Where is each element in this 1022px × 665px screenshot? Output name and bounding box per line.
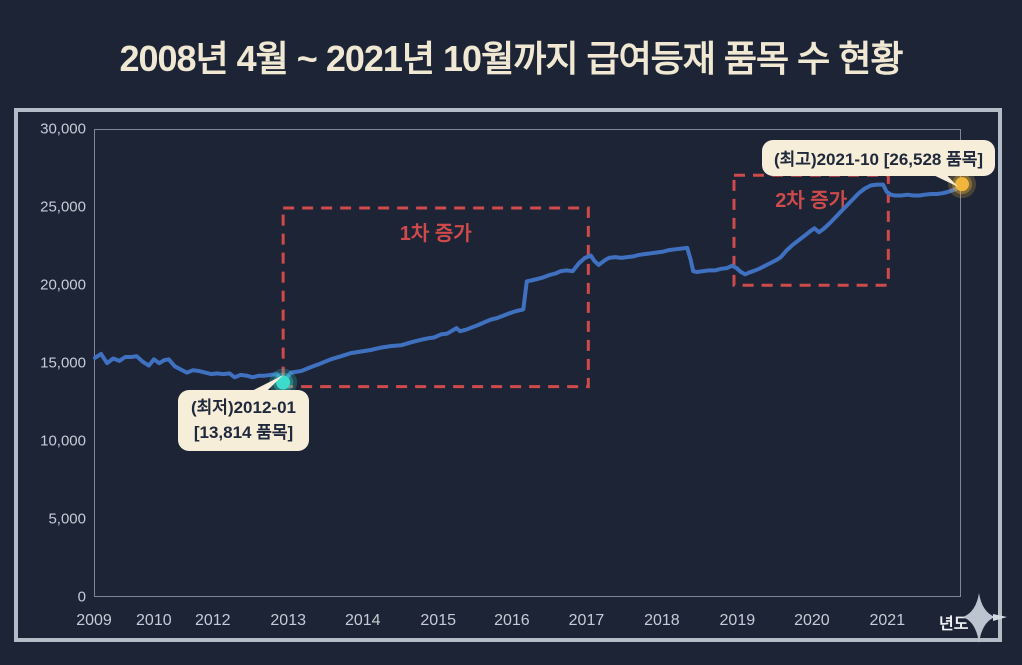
x-tick-label: 2020 (794, 612, 830, 629)
chart-frame: 1차 증가 2차 증가 30,000 25,000 20,000 15,000 10,00… (14, 108, 1007, 643)
y-tick-label: 25,000 (40, 198, 86, 216)
region-label-1: 1차 증가 (400, 222, 472, 245)
x-tick-label: 2021 (869, 612, 906, 629)
x-tick-label: 2017 (568, 612, 605, 629)
plot-area: 1차 증가 2차 증가 (93, 129, 976, 597)
x-tick-label: 2016 (494, 612, 530, 629)
y-tick-label: 15,000 (40, 354, 86, 372)
region-box-1 (281, 206, 590, 389)
max-callout-text: (최고)2021-10 [26,528 품목] (774, 150, 984, 169)
x-tick-label: 2018 (644, 612, 680, 629)
x-tick-label: 2014 (344, 612, 381, 629)
y-tick-label: 10,000 (40, 432, 86, 450)
y-tick-label: 30,000 (40, 120, 86, 138)
min-point (276, 375, 291, 390)
min-callout-line1: (최저)2012-01 (191, 398, 296, 417)
min-callout-line2: [13,814 품목] (193, 423, 294, 442)
min-callout: (최저)2012-01 [13,814 품목] (178, 390, 309, 451)
x-tick-label: 2015 (420, 612, 456, 629)
x-tick-label: 2010 (136, 612, 172, 629)
chart-svg: 1차 증가 2차 증가 (93, 170, 976, 397)
sparkle-star-icon (963, 593, 1007, 643)
x-tick-label: 2012 (194, 612, 231, 629)
x-tick-label: 2009 (76, 612, 112, 629)
page-title: 2008년 4월 ~ 2021년 10월까지 급여등재 품목 수 현황 (119, 38, 903, 79)
max-point (955, 177, 969, 192)
y-tick-label: 5,000 (48, 510, 86, 528)
x-axis-title: 년도 (939, 616, 969, 633)
x-tick-label: 2013 (270, 612, 306, 629)
max-callout: (최고)2021-10 [26,528 품목] (762, 140, 996, 176)
y-tick-label: 20,000 (40, 276, 86, 294)
region-label-2: 2차 증가 (775, 189, 847, 212)
x-tick-label: 2019 (719, 612, 756, 629)
y-tick-label: 0 (77, 588, 86, 606)
trend-line (93, 182, 964, 385)
